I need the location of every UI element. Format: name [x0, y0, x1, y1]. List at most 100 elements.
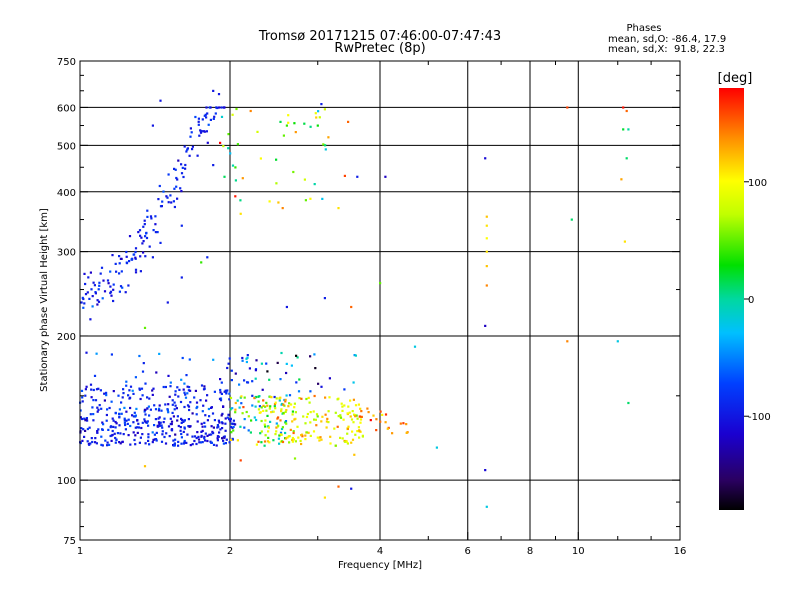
data-point — [151, 124, 154, 127]
data-point — [183, 391, 186, 394]
data-point — [79, 416, 82, 419]
data-point — [234, 372, 237, 375]
data-point — [106, 444, 109, 447]
data-point — [216, 439, 219, 442]
data-point — [186, 392, 189, 395]
data-point — [267, 436, 270, 439]
data-point — [110, 294, 113, 297]
data-point — [145, 236, 149, 240]
data-point — [112, 283, 115, 286]
data-point — [125, 419, 128, 422]
x-tick-label: 6 — [465, 546, 471, 557]
data-point — [356, 417, 359, 420]
data-point — [141, 370, 145, 373]
data-point — [106, 441, 109, 444]
data-point — [201, 410, 204, 413]
data-point — [172, 200, 175, 203]
data-point — [277, 437, 280, 440]
data-point — [227, 413, 230, 416]
data-point — [175, 407, 178, 410]
data-point — [137, 422, 140, 425]
data-point — [136, 431, 139, 434]
data-point — [359, 421, 362, 424]
data-point — [129, 443, 132, 446]
data-point — [257, 408, 260, 411]
data-point — [297, 390, 301, 393]
data-point — [141, 421, 144, 424]
data-point — [321, 197, 324, 200]
data-point — [345, 440, 348, 443]
x-tick-label: 1 — [77, 546, 83, 557]
data-point — [232, 419, 235, 422]
data-point — [240, 402, 243, 405]
data-point — [193, 439, 196, 443]
data-point — [222, 145, 225, 148]
data-point — [285, 409, 288, 412]
data-point — [155, 371, 158, 374]
data-point — [346, 442, 349, 445]
data-point — [179, 187, 182, 190]
data-point — [188, 425, 191, 428]
data-point — [320, 103, 323, 106]
data-point — [139, 436, 142, 439]
data-point — [224, 422, 227, 425]
data-point — [183, 382, 186, 385]
data-point — [204, 439, 207, 442]
data-point — [223, 106, 226, 109]
data-point — [309, 421, 312, 424]
data-point — [384, 175, 387, 178]
data-point — [92, 388, 95, 392]
data-point — [209, 106, 212, 109]
data-point — [239, 459, 242, 462]
data-point — [173, 167, 176, 170]
data-point — [112, 288, 115, 291]
data-point — [207, 123, 210, 126]
data-point — [260, 430, 263, 433]
data-point — [138, 441, 141, 444]
data-point — [198, 134, 201, 137]
data-point — [172, 415, 175, 418]
data-point — [112, 419, 115, 422]
data-point — [232, 429, 235, 432]
data-point — [223, 175, 226, 178]
data-point — [281, 426, 284, 429]
data-point — [343, 440, 347, 443]
data-point — [315, 424, 318, 427]
data-point — [132, 421, 135, 424]
data-point — [118, 424, 121, 427]
data-point — [230, 438, 233, 441]
data-point — [131, 414, 134, 417]
data-point — [196, 420, 199, 423]
data-point — [324, 144, 327, 147]
data-point — [234, 411, 237, 414]
x-tick-label: 16 — [674, 546, 687, 557]
data-point — [154, 215, 157, 218]
data-point — [361, 435, 364, 438]
data-point — [187, 389, 190, 392]
data-point — [100, 407, 103, 410]
data-point — [273, 395, 276, 399]
data-point — [157, 421, 161, 424]
data-point — [218, 421, 221, 424]
data-point — [90, 437, 93, 440]
data-point — [298, 397, 301, 400]
data-point — [81, 396, 84, 399]
data-point — [320, 420, 323, 423]
data-point — [161, 426, 164, 429]
data-point — [324, 413, 327, 416]
data-point — [109, 434, 112, 438]
data-point — [189, 444, 192, 447]
data-point — [217, 435, 220, 438]
data-point — [212, 89, 215, 92]
data-point — [141, 433, 144, 436]
data-point — [151, 431, 154, 434]
data-point — [169, 194, 172, 197]
data-point — [275, 426, 278, 429]
data-point — [352, 398, 355, 401]
data-point — [122, 388, 125, 391]
data-point — [157, 198, 160, 201]
data-point — [201, 441, 204, 444]
data-point — [205, 399, 208, 402]
data-point — [485, 265, 488, 268]
data-point — [126, 422, 129, 425]
